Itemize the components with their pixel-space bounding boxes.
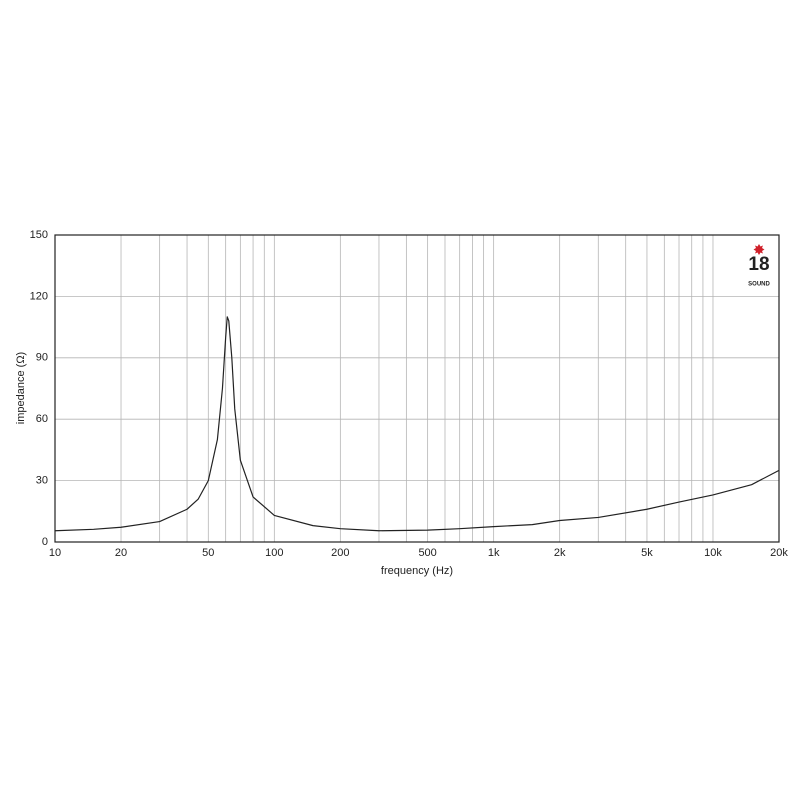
x-axis-label: frequency (Hz) <box>381 565 453 577</box>
logo: 18 SOUND <box>748 244 770 288</box>
y-tick-label: 120 <box>30 290 48 302</box>
logo-star <box>753 244 765 255</box>
impedance-line <box>54 316 780 532</box>
x-tick-label: 1k <box>488 547 500 559</box>
x-tick-label: 100 <box>265 547 283 559</box>
x-tick-label: 20 <box>115 547 127 559</box>
x-tick-label: 50 <box>202 547 214 559</box>
x-tick-label: 20k <box>770 547 788 559</box>
y-axis-label: impedance (Ω) <box>15 352 27 424</box>
logo-number: 18 <box>748 254 769 275</box>
x-tick-label: 10k <box>704 547 722 559</box>
x-tick-label: 200 <box>331 547 349 559</box>
plot-frame <box>54 234 780 543</box>
x-tick-label: 2k <box>554 547 566 559</box>
x-tick-label: 5k <box>641 547 653 559</box>
x-tick-label: 10 <box>49 547 61 559</box>
y-tick-label: 150 <box>30 229 48 241</box>
y-tick-label: 60 <box>36 413 48 425</box>
y-tick-label: 30 <box>36 475 48 487</box>
y-tick-label: 90 <box>36 352 48 364</box>
x-tick-label: 500 <box>418 547 436 559</box>
y-tick-label: 0 <box>42 536 48 548</box>
logo-name: SOUND <box>748 282 770 288</box>
